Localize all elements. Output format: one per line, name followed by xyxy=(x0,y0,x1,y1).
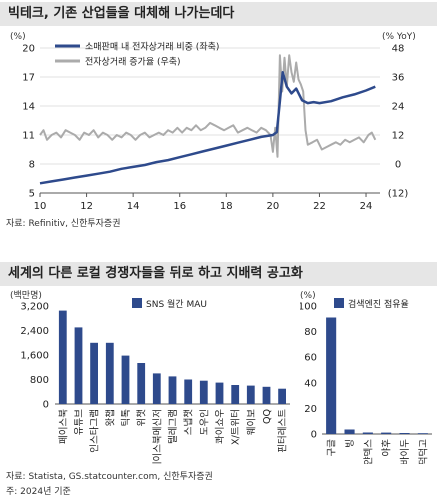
sns-category-label: 유튜브 xyxy=(74,409,85,435)
x-tick-label: 18 xyxy=(220,201,233,212)
left-axis-unit: (%) xyxy=(10,32,26,42)
sns-bar xyxy=(231,385,240,404)
right-tick-label: 0 xyxy=(395,160,401,171)
right-tick-label: (12) xyxy=(388,189,409,200)
sns-y-tick-label: 0 xyxy=(43,400,49,411)
x-tick-label: 14 xyxy=(127,201,140,212)
sns-bar xyxy=(121,355,130,404)
sns-bar xyxy=(74,327,83,404)
sns-category-label: 인스타그램 xyxy=(89,409,101,453)
legend-ecommerce-growth: 전자상거래 증가율 (우축) xyxy=(85,57,181,68)
sns-bar xyxy=(262,386,271,404)
sns-category-label: 텔레그램 xyxy=(167,409,179,444)
left-tick-label: 5 xyxy=(29,189,35,200)
sns-bar xyxy=(137,363,146,404)
panel1-title: 빅테크, 기존 산업들을 대체해 나가는데다 xyxy=(0,2,437,26)
search-bar xyxy=(326,317,337,434)
right-tick-label: 36 xyxy=(392,73,405,84)
x-tick-label: 10 xyxy=(34,201,47,212)
search-y-tick-label: 0 xyxy=(311,430,317,441)
search-bar xyxy=(362,432,373,434)
sns-category-label: 왓챕 xyxy=(104,409,116,426)
panel2-note: 주: 2024년 기준 xyxy=(6,487,71,497)
panel2-title: 세계의 다른 로컬 경쟁자들을 뒤로 하고 지배력 공고화 xyxy=(0,262,437,286)
sns-legend-label: SNS 월간 MAU xyxy=(146,298,207,310)
sns-y-tick-label: 3,200 xyxy=(20,302,49,313)
sns-category-label: 페이스북메신저 xyxy=(152,409,163,464)
sns-y-tick-label: 2,400 xyxy=(20,326,49,337)
left-tick-label: 17 xyxy=(22,73,35,84)
sns-bar xyxy=(90,342,98,405)
x-tick-label: 16 xyxy=(173,201,186,212)
x-tick-label: 24 xyxy=(360,201,373,212)
sns-category-label: 콰이쇼우 xyxy=(215,409,226,444)
search-category-label: 구글 xyxy=(327,439,338,457)
search-bar xyxy=(381,432,392,434)
sns-category-label: 페이스북 xyxy=(58,409,69,444)
sns-bar xyxy=(168,376,177,404)
sns-y-tick-label: 800 xyxy=(30,375,49,386)
sns-category-label: 스냅챗 xyxy=(184,409,195,435)
search-bar xyxy=(417,433,428,434)
line-chart-legend: 소매판매 내 전자상거래 비중 (좌축) 전자상거래 증가율 (우축) xyxy=(55,42,219,68)
search-category-label: 바이두 xyxy=(400,439,411,464)
search-y-tick-label: 20 xyxy=(304,404,317,415)
search-y-tick-label: 80 xyxy=(304,327,317,338)
left-tick-label: 8 xyxy=(29,160,35,171)
sns-bar xyxy=(58,310,67,404)
search-bar xyxy=(344,429,355,434)
ecommerce-growth-line xyxy=(39,54,377,158)
ecommerce-line-chart: (%) (% YoY) 5 8 11 14 17 20 (12) 0 12 24 36 48 10 12 1… xyxy=(10,32,416,212)
sns-mau-bar-chart: (백만명) 0 800 1,600 2,400 3,200 페이스북 유튜브 인스타그램 왓챕 틱… xyxy=(10,290,290,464)
sns-bar xyxy=(199,380,208,404)
search-y-tick-label: 40 xyxy=(304,378,317,389)
search-y-tick-label: 60 xyxy=(304,353,317,364)
sns-bar xyxy=(152,373,161,404)
sns-category-label: 틱톡 xyxy=(120,409,132,427)
sns-category-label: X/트위터 xyxy=(230,409,242,445)
search-bar xyxy=(399,433,410,434)
left-tick-label: 11 xyxy=(22,131,35,142)
sns-axis-unit: (백만명) xyxy=(10,290,42,301)
search-category-label: 야후 xyxy=(382,439,393,457)
right-axis-unit: (% YoY) xyxy=(382,32,416,42)
x-tick-label: 12 xyxy=(80,201,93,212)
search-y-tick-label: 100 xyxy=(300,302,317,313)
search-axis-unit: (%) xyxy=(300,291,316,301)
search-category-label: 빙 xyxy=(345,439,356,448)
sns-category-label: 도우인 xyxy=(199,409,210,435)
search-legend-label: 검색엔진 점유율 xyxy=(348,298,409,310)
sns-bar xyxy=(278,388,286,404)
left-tick-label: 20 xyxy=(22,44,35,55)
search-category-label: 덕덕고 xyxy=(418,439,429,464)
x-tick-label: 22 xyxy=(313,201,326,212)
sns-legend: SNS 월간 MAU xyxy=(132,298,207,310)
panel2-source: 자료: Statista, GS.statcounter.com, 신한투자증권 xyxy=(6,472,213,482)
sns-bar xyxy=(105,342,114,405)
search-category-label: 얀덱스 xyxy=(362,439,374,464)
sns-category-label: QQ xyxy=(262,409,273,424)
left-tick-label: 14 xyxy=(22,102,35,113)
sns-category-label: 웨이보 xyxy=(245,409,257,435)
x-tick-label: 20 xyxy=(267,201,280,212)
sns-bar xyxy=(246,385,255,404)
panel1-source: 자료: Refinitiv, 신한투자증권 xyxy=(6,219,121,229)
sns-category-label: 핀터레스트 xyxy=(278,409,289,453)
ecommerce-share-line xyxy=(39,70,376,185)
right-tick-label: 24 xyxy=(392,102,405,113)
right-tick-label: 12 xyxy=(392,131,405,142)
legend-ecommerce-share: 소매판매 내 전자상거래 비중 (좌축) xyxy=(85,42,219,53)
sns-bar xyxy=(215,382,224,404)
sns-y-tick-label: 1,600 xyxy=(20,351,49,362)
right-tick-label: 48 xyxy=(392,44,405,55)
sns-bar xyxy=(184,379,193,404)
search-legend: 검색엔진 점유율 xyxy=(334,298,409,310)
sns-category-label: 위챗 xyxy=(136,409,148,427)
search-engine-bar-chart: (%) 0 20 40 60 80 100 구글 빙 얀덱스 야후 바이두 덕덕고 검색엔진 점유율 xyxy=(300,291,432,464)
